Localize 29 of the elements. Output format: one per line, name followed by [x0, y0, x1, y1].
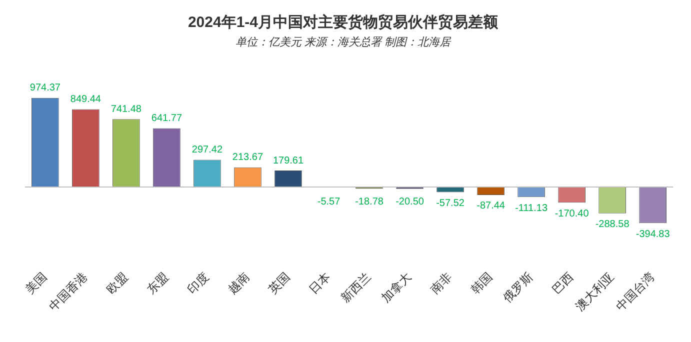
- x-tick-label: 韩国: [468, 270, 496, 296]
- x-tick-label: 东盟: [144, 270, 172, 296]
- data-label: -18.78: [355, 196, 384, 208]
- x-tick-label: 加拿大: [378, 270, 414, 305]
- data-label: 213.67: [232, 152, 264, 164]
- data-label: 641.77: [151, 113, 182, 124]
- data-label: 741.48: [110, 104, 142, 115]
- data-label: -288.58: [595, 219, 630, 230]
- data-label: -170.40: [554, 208, 590, 220]
- x-tick-label: 南非: [428, 270, 455, 296]
- chart-subtitle: 单位：亿美元 来源：海关总署 制图：北海居: [235, 36, 452, 49]
- x-tick-label: 越南: [225, 270, 252, 296]
- data-label: -57.52: [436, 198, 465, 209]
- data-label: 849.44: [70, 94, 102, 106]
- data-label: -20.50: [396, 196, 424, 208]
- data-label: 974.37: [30, 82, 61, 94]
- x-tick-label: 日本: [306, 270, 334, 296]
- x-tick-label: 俄罗斯: [500, 270, 536, 305]
- data-label: 179.61: [272, 155, 304, 166]
- x-tick-label: 英国: [266, 270, 293, 296]
- chart-title: 2024年1-4月中国对主要货物贸易伙伴贸易差额: [188, 13, 500, 32]
- x-tick-label: 新西兰: [338, 270, 374, 305]
- data-label: -87.44: [476, 200, 506, 212]
- data-label: -111.13: [515, 202, 548, 214]
- data-label: 297.42: [192, 144, 223, 156]
- data-label: -5.57: [317, 196, 341, 208]
- x-tick-label: 欧盟: [104, 270, 131, 296]
- x-tick-label: 印度: [184, 270, 212, 296]
- data-label: -394.83: [636, 228, 670, 240]
